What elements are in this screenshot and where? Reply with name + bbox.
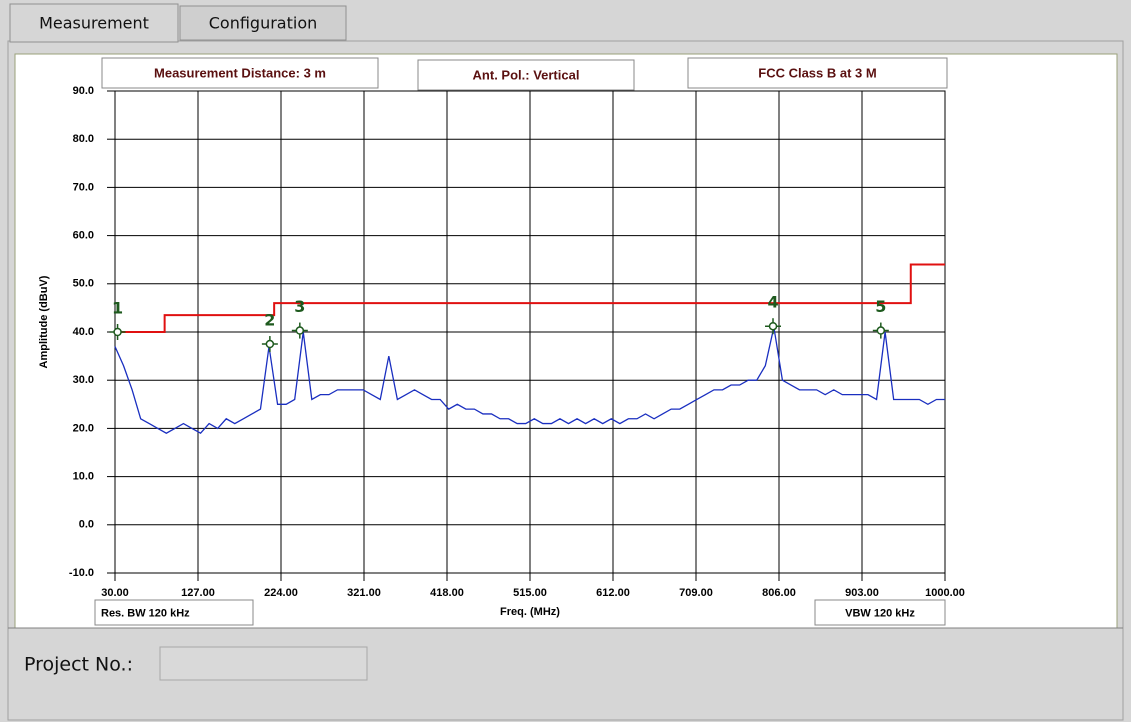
info-box	[101, 57, 379, 89]
y-tick-label: 40.0	[73, 326, 94, 338]
x-tick-label: 806.00	[762, 587, 796, 599]
x-tick-label: 30.00	[101, 587, 129, 599]
info-text: Measurement Distance: 3 m	[154, 65, 326, 80]
y-tick-label: 70.0	[73, 181, 94, 193]
project-input[interactable]	[159, 646, 368, 681]
marker-symbol	[113, 327, 122, 337]
tab-label: Configuration	[209, 14, 318, 33]
marker-symbol	[265, 339, 275, 349]
x-tick-label: 127.00	[181, 587, 215, 599]
marker-label: 2	[264, 311, 275, 330]
marker-symbol	[876, 326, 886, 335]
y-tick-label: 60.0	[73, 230, 94, 242]
y-tick-label: -10.0	[69, 567, 94, 579]
y-tick-label: 80.0	[73, 133, 94, 145]
marker-label: 4	[767, 293, 778, 312]
info-box	[814, 599, 946, 626]
project-label: Project No.:	[24, 654, 133, 676]
x-tick-label: 224.00	[264, 587, 298, 599]
marker-symbol	[295, 326, 305, 335]
info-box	[687, 57, 948, 89]
x-tick-label: 515.00	[513, 587, 547, 599]
x-tick-label: 418.00	[430, 587, 464, 599]
y-axis-label: Amplitude (dBuV)	[38, 275, 50, 368]
marker	[261, 336, 278, 353]
tab-label: Measurement	[39, 14, 149, 33]
x-tick-label: 709.00	[679, 587, 713, 599]
y-tick-label: 90.0	[73, 85, 94, 97]
marker-symbol	[768, 321, 778, 331]
info-box	[417, 59, 635, 91]
x-axis-label: Freq. (MHz)	[500, 606, 560, 618]
x-tick-label: 612.00	[596, 587, 630, 599]
trace-line	[114, 327, 945, 435]
y-tick-label: 20.0	[73, 422, 94, 434]
chart-panel	[14, 53, 1118, 629]
x-tick-label: 1000.00	[925, 587, 965, 599]
limit-line	[115, 263, 945, 333]
marker-label: 5	[875, 297, 886, 316]
info-text: FCC Class B at 3 M	[758, 65, 876, 80]
marker	[291, 322, 308, 339]
marker-label: 3	[294, 297, 305, 316]
info-text: Ant. Pol.: Vertical	[473, 67, 580, 82]
marker	[109, 324, 126, 340]
info-text: VBW 120 kHz	[845, 607, 915, 619]
info-box	[94, 599, 254, 626]
x-tick-label: 321.00	[347, 587, 381, 599]
marker	[872, 322, 889, 339]
marker	[765, 318, 782, 335]
info-text: Res. BW 120 kHz	[101, 607, 190, 619]
y-tick-label: 10.0	[73, 471, 94, 483]
y-tick-label: 30.0	[73, 374, 94, 386]
x-tick-label: 903.00	[845, 587, 879, 599]
y-tick-label: 50.0	[73, 278, 94, 290]
y-tick-label: 0.0	[79, 519, 94, 531]
tab[interactable]	[9, 3, 179, 43]
marker-label: 1	[112, 299, 123, 318]
tab[interactable]	[179, 5, 347, 41]
